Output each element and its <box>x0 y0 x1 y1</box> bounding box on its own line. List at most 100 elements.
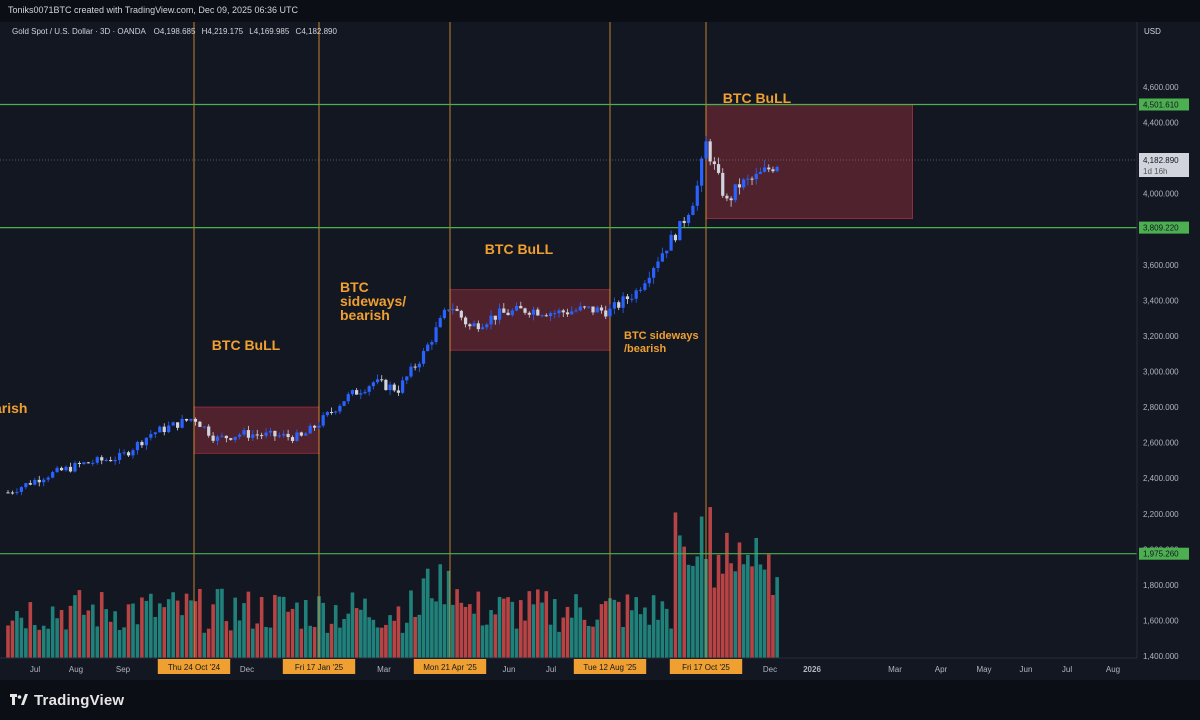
candle-body[interactable] <box>140 441 144 446</box>
candle-body[interactable] <box>380 379 384 381</box>
candle-body[interactable] <box>673 234 678 241</box>
candle-body[interactable] <box>86 462 90 464</box>
candle-body[interactable] <box>514 305 519 311</box>
candle-body[interactable] <box>268 430 273 433</box>
candle-body[interactable] <box>704 141 708 159</box>
candle-body[interactable] <box>10 492 15 494</box>
candle-body[interactable] <box>299 432 303 436</box>
candle-body[interactable] <box>459 310 463 318</box>
candle-body[interactable] <box>193 418 198 422</box>
candle-body[interactable] <box>570 311 574 315</box>
candle-body[interactable] <box>33 479 37 485</box>
candle-body[interactable] <box>617 302 621 308</box>
candle-body[interactable] <box>536 309 540 316</box>
candle-body[interactable] <box>95 457 99 463</box>
chart-annotation[interactable]: BTC BuLL <box>723 90 792 106</box>
candle-body[interactable] <box>202 426 206 428</box>
candle-body[interactable] <box>682 220 686 224</box>
candle-body[interactable] <box>578 306 582 311</box>
candle-body[interactable] <box>237 434 242 437</box>
candle-body[interactable] <box>561 310 565 313</box>
candle-body[interactable] <box>557 310 561 314</box>
price-zone[interactable] <box>193 406 320 454</box>
candle-body[interactable] <box>643 283 647 290</box>
candle-body[interactable] <box>647 277 651 284</box>
candle-body[interactable] <box>595 307 599 313</box>
chart-annotation[interactable]: BTC BuLL <box>485 241 554 257</box>
candle-body[interactable] <box>198 421 202 427</box>
candle-body[interactable] <box>574 310 578 312</box>
candle-body[interactable] <box>405 376 409 381</box>
candle-body[interactable] <box>131 450 135 456</box>
candle-body[interactable] <box>485 324 489 328</box>
candle-body[interactable] <box>251 434 255 438</box>
candle-body[interactable] <box>224 435 228 439</box>
candle-body[interactable] <box>312 425 317 428</box>
candle-body[interactable] <box>321 415 325 426</box>
candle-body[interactable] <box>733 184 737 201</box>
candle-body[interactable] <box>122 452 126 454</box>
candle-body[interactable] <box>42 479 46 483</box>
candle-body[interactable] <box>118 452 122 460</box>
candle-body[interactable] <box>233 436 237 440</box>
chart-annotation[interactable]: arish <box>0 400 27 416</box>
candle-body[interactable] <box>725 195 729 199</box>
candle-body[interactable] <box>375 379 380 383</box>
candle-body[interactable] <box>523 308 527 313</box>
candle-body[interactable] <box>162 426 166 433</box>
candle-body[interactable] <box>678 220 682 241</box>
candle-body[interactable] <box>15 491 19 493</box>
candle-body[interactable] <box>553 313 557 315</box>
candle-body[interactable] <box>171 422 175 426</box>
candle-body[interactable] <box>721 172 725 196</box>
chart-annotation[interactable]: BTC sideways/bearish <box>624 330 699 355</box>
candle-body[interactable] <box>28 483 32 485</box>
candle-body[interactable] <box>68 466 73 472</box>
candle-body[interactable] <box>176 422 180 428</box>
candle-body[interactable] <box>401 380 405 393</box>
candle-body[interactable] <box>451 309 455 311</box>
candle-body[interactable] <box>359 393 363 395</box>
candle-body[interactable] <box>113 459 117 462</box>
candle-body[interactable] <box>220 435 224 437</box>
candle-body[interactable] <box>277 435 281 437</box>
candle-body[interactable] <box>691 205 695 215</box>
candle-body[interactable] <box>371 382 375 387</box>
candle-body[interactable] <box>767 167 771 170</box>
candle-body[interactable] <box>167 425 171 433</box>
candle-body[interactable] <box>6 492 10 494</box>
candle-body[interactable] <box>421 351 426 364</box>
candle-body[interactable] <box>91 462 95 464</box>
candle-body[interactable] <box>604 310 608 317</box>
candle-body[interactable] <box>342 401 346 406</box>
tradingview-logo[interactable]: TradingView <box>10 692 124 709</box>
candle-body[interactable] <box>599 307 604 311</box>
candle-body[interactable] <box>396 390 401 393</box>
candle-body[interactable] <box>329 411 334 413</box>
candle-body[interactable] <box>180 418 184 428</box>
candle-body[interactable] <box>295 432 299 441</box>
candle-body[interactable] <box>77 462 82 465</box>
candle-body[interactable] <box>548 313 553 317</box>
candle-body[interactable] <box>59 467 64 471</box>
candle-body[interactable] <box>350 390 355 395</box>
candle-body[interactable] <box>104 460 108 462</box>
candle-body[interactable] <box>260 435 264 437</box>
price-zone[interactable] <box>705 104 914 219</box>
candle-body[interactable] <box>746 178 750 180</box>
candle-body[interactable] <box>215 436 220 441</box>
candle-body[interactable] <box>712 161 716 165</box>
candle-body[interactable] <box>612 302 616 309</box>
candle-body[interactable] <box>519 305 523 309</box>
candle-body[interactable] <box>37 479 41 483</box>
candle-body[interactable] <box>729 198 733 201</box>
candle-body[interactable] <box>455 309 459 311</box>
candle-body[interactable] <box>587 306 591 308</box>
candle-body[interactable] <box>463 317 468 325</box>
candle-body[interactable] <box>695 185 699 206</box>
candle-body[interactable] <box>51 472 55 478</box>
candle-body[interactable] <box>737 184 742 188</box>
candle-body[interactable] <box>109 460 113 462</box>
candle-body[interactable] <box>502 308 506 313</box>
